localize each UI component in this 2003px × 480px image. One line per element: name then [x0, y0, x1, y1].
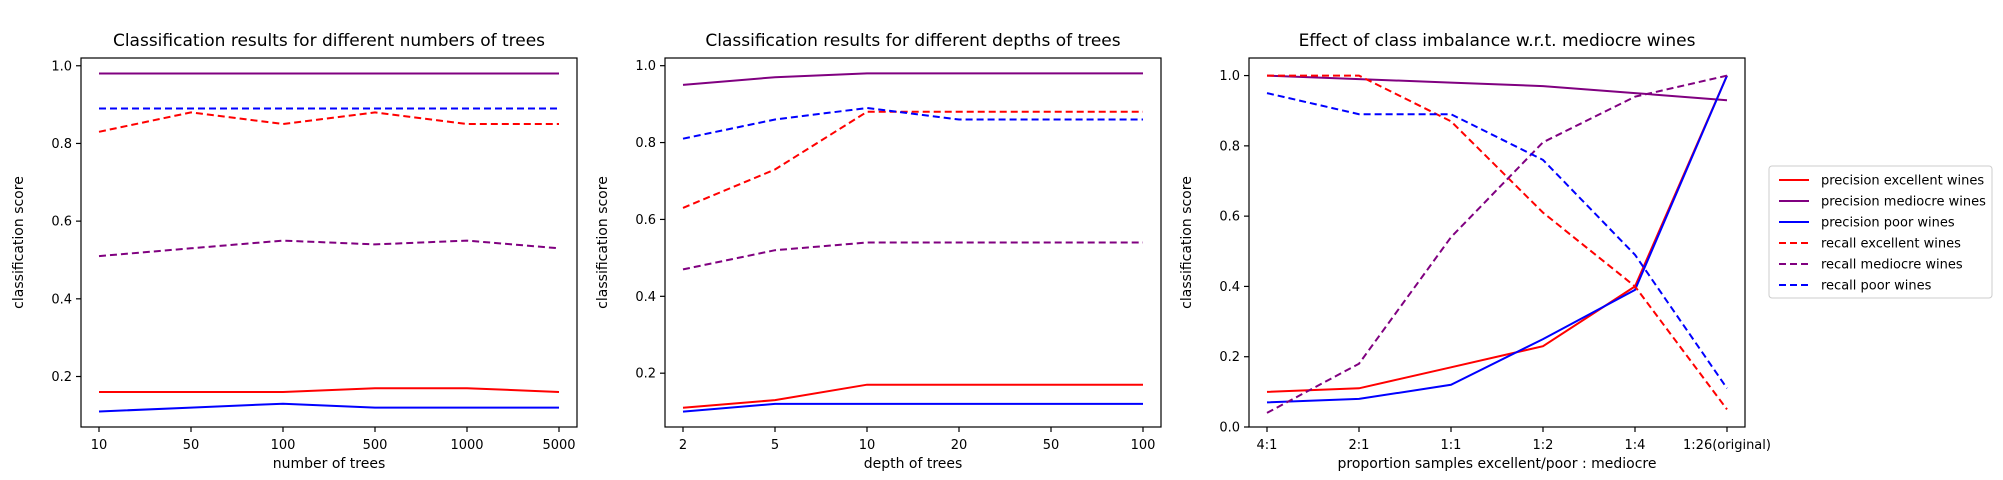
- legend-label: precision poor wines: [1821, 216, 1955, 231]
- y-tick-label: 0.6: [1219, 210, 1240, 225]
- chart-title: Classification results for different num…: [113, 31, 545, 51]
- y-tick-label: 0.4: [635, 290, 656, 305]
- series-line-precision-mediocre-wines: [682, 72, 1143, 86]
- x-tick-label: 50: [183, 438, 200, 453]
- x-tick-label: 20: [951, 438, 968, 453]
- series-line-recall-poor-wines: [682, 106, 1143, 140]
- plot-area: [664, 57, 1162, 428]
- chart-panel-1: Classification results for different num…: [11, 31, 578, 472]
- series-line-precision-poor-wines: [682, 402, 1143, 413]
- series-line-precision-excellent-wines: [99, 387, 560, 393]
- y-tick-label: 0.8: [1219, 139, 1240, 154]
- x-tick-label: 100: [271, 438, 296, 453]
- chart-title: Classification results for different dep…: [705, 31, 1120, 51]
- x-axis-label: depth of trees: [864, 456, 963, 472]
- y-tick-label: 0.0: [1219, 421, 1240, 436]
- x-tick-label: 5000: [542, 438, 575, 453]
- legend: precision excellent wines precision medio…: [1768, 165, 1993, 299]
- legend-label: precision mediocre wines: [1821, 195, 1986, 210]
- x-tick-label: 2:1: [1349, 438, 1370, 453]
- series-line-recall-excellent-wines: [98, 111, 559, 133]
- x-tick-label: 100: [1131, 438, 1156, 453]
- legend-label: precision excellent wines: [1821, 174, 1984, 189]
- legend-frame: [1768, 165, 1993, 299]
- y-axis-label: classification score: [11, 176, 27, 309]
- y-tick-label: 0.4: [51, 292, 72, 307]
- series-line-recall-mediocre-wines: [98, 239, 560, 258]
- series-line-precision-excellent-wines: [1266, 75, 1728, 393]
- chart-panel-3: Effect of class imbalance w.r.t. mediocr…: [1179, 31, 1771, 472]
- chart-title: Effect of class imbalance w.r.t. mediocr…: [1299, 31, 1696, 51]
- y-axis-label: classification score: [1179, 176, 1195, 309]
- x-tick-label: 5: [771, 438, 779, 453]
- series-line-precision-poor-wines: [98, 402, 559, 413]
- y-tick-label: 1.0: [51, 59, 72, 74]
- y-tick-label: 0.2: [1219, 350, 1240, 365]
- legend-label: recall mediocre wines: [1821, 258, 1963, 273]
- y-tick-label: 1.0: [635, 59, 656, 74]
- series-line-precision-mediocre-wines: [1266, 74, 1728, 102]
- y-tick-label: 0.2: [635, 367, 656, 382]
- y-tick-label: 0.4: [1219, 280, 1240, 295]
- y-tick-label: 1.0: [1219, 69, 1240, 84]
- x-tick-label: 1:4: [1625, 438, 1646, 453]
- x-axis-label: proportion samples excellent/poor : medi…: [1338, 456, 1657, 472]
- x-tick-label: 500: [363, 438, 388, 453]
- legend-label: recall excellent wines: [1821, 237, 1961, 252]
- series-line-recall-mediocre-wines: [682, 241, 1143, 271]
- series-line-precision-poor-wines: [1266, 75, 1728, 404]
- y-tick-label: 0.6: [635, 213, 656, 228]
- x-tick-label: 1:26(original): [1683, 438, 1771, 453]
- chart-panel-2: Classification results for different dep…: [595, 31, 1162, 472]
- x-tick-label: 2: [679, 438, 687, 453]
- x-tick-label: 50: [1043, 438, 1060, 453]
- x-tick-label: 1:1: [1441, 438, 1462, 453]
- plot-area: [80, 57, 578, 428]
- series-line-precision-excellent-wines: [682, 383, 1143, 409]
- x-tick-label: 10: [91, 438, 108, 453]
- x-tick-label: 1:2: [1533, 438, 1554, 453]
- y-tick-label: 0.2: [51, 370, 72, 385]
- series-line-recall-mediocre-wines: [1266, 74, 1728, 414]
- x-tick-label: 4:1: [1257, 438, 1278, 453]
- y-tick-label: 0.6: [51, 215, 72, 230]
- x-axis-label: number of trees: [273, 456, 386, 472]
- series-line-recall-excellent-wines: [1267, 74, 1728, 410]
- legend-label: recall poor wines: [1821, 279, 1932, 294]
- x-tick-label: 10: [859, 438, 876, 453]
- x-tick-label: 1000: [450, 438, 483, 453]
- series-line-recall-poor-wines: [1266, 92, 1728, 389]
- y-tick-label: 0.8: [635, 136, 656, 151]
- plot-area: [1248, 57, 1746, 428]
- y-axis-label: classification score: [595, 176, 611, 309]
- y-tick-label: 0.8: [51, 137, 72, 152]
- series-line-recall-excellent-wines: [682, 110, 1143, 209]
